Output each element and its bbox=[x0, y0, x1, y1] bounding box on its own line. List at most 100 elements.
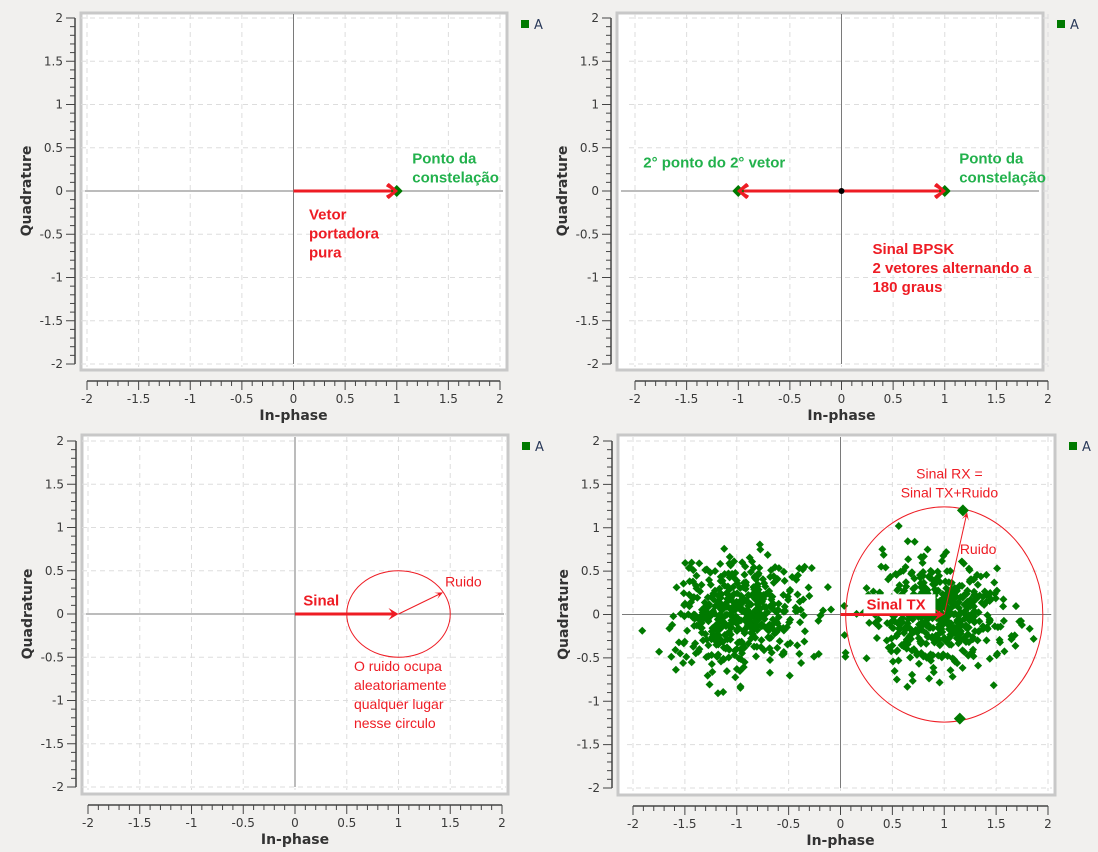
data-point bbox=[969, 645, 978, 654]
data-point bbox=[679, 589, 688, 598]
x-tick-label: 2 bbox=[498, 816, 506, 830]
data-point bbox=[894, 522, 903, 531]
data-point bbox=[921, 584, 930, 593]
x-tick-label: 1.5 bbox=[987, 817, 1006, 831]
data-point bbox=[740, 658, 749, 667]
data-point bbox=[749, 583, 758, 592]
legend: A bbox=[521, 18, 543, 33]
data-point bbox=[956, 593, 965, 602]
x-tick-label: -1 bbox=[186, 816, 198, 830]
data-point bbox=[795, 597, 804, 606]
data-point bbox=[965, 566, 974, 575]
legend-label: A bbox=[1070, 18, 1079, 33]
data-point bbox=[671, 665, 680, 674]
data-point bbox=[948, 672, 957, 681]
data-point bbox=[766, 572, 775, 581]
x-axis-title: In-phase bbox=[807, 408, 875, 424]
annotation: Sinal BPSK 2 vetores alternando a 180 grau… bbox=[872, 241, 1032, 296]
x-tick-label: -1.5 bbox=[127, 392, 150, 406]
data-point bbox=[732, 576, 741, 585]
data-point bbox=[955, 630, 964, 639]
y-tick-label: -1 bbox=[51, 271, 63, 285]
data-point bbox=[740, 627, 749, 636]
data-point bbox=[917, 648, 926, 657]
data-point bbox=[970, 627, 979, 636]
data-point bbox=[982, 636, 991, 645]
data-point bbox=[736, 597, 745, 606]
data-point bbox=[1029, 634, 1038, 643]
data-point bbox=[956, 608, 965, 617]
data-point bbox=[800, 637, 809, 646]
data-point bbox=[783, 592, 792, 601]
data-point bbox=[973, 570, 982, 579]
data-point bbox=[758, 597, 767, 606]
data-point bbox=[768, 604, 777, 613]
data-point bbox=[700, 598, 709, 607]
y-tick-label: 0.5 bbox=[45, 564, 64, 578]
data-points bbox=[638, 522, 1038, 698]
data-point bbox=[718, 622, 727, 631]
annotation-text: Ponto da bbox=[412, 150, 477, 167]
data-point bbox=[697, 628, 706, 637]
data-point bbox=[937, 557, 946, 566]
x-tick-label: -1.5 bbox=[128, 816, 151, 830]
data-point bbox=[706, 568, 715, 577]
data-point bbox=[974, 661, 983, 670]
data-point bbox=[800, 562, 809, 571]
data-point bbox=[761, 582, 770, 591]
data-point bbox=[713, 652, 722, 661]
data-point bbox=[874, 622, 883, 631]
y-axis: 2 1.5 1 0.5 0 -0.5 -1 -1.5 -2 bbox=[577, 434, 613, 795]
annotation-text: Sinal bbox=[303, 592, 339, 609]
data-point bbox=[887, 647, 896, 656]
data-point bbox=[973, 636, 982, 645]
data-point bbox=[753, 588, 762, 597]
data-point bbox=[709, 589, 718, 598]
data-point bbox=[731, 673, 740, 682]
data-point bbox=[793, 571, 802, 580]
data-point bbox=[990, 578, 999, 587]
data-point bbox=[699, 636, 708, 645]
x-axis: -2 -1.5 -1 -0.5 0 0.5 1 1.5 2 bbox=[81, 380, 504, 406]
data-point bbox=[741, 609, 750, 618]
legend-label: A bbox=[1082, 440, 1091, 455]
data-point bbox=[708, 667, 717, 676]
legend: A bbox=[522, 440, 544, 455]
data-point bbox=[730, 557, 739, 566]
data-point bbox=[680, 601, 689, 610]
data-point bbox=[689, 566, 698, 575]
data-point bbox=[958, 663, 967, 672]
data-point bbox=[701, 630, 710, 639]
data-point bbox=[772, 627, 781, 636]
data-point bbox=[720, 581, 729, 590]
constellation-panel-top-right: 2 1.5 1 0.5 0 -0.5 -1 -1.5 -2 Quadrature -2 -1.5 -1-… bbox=[549, 0, 1098, 426]
data-point bbox=[948, 627, 957, 636]
data-point bbox=[683, 626, 692, 635]
legend-label: A bbox=[534, 18, 543, 33]
y-tick-label: -0.5 bbox=[40, 227, 63, 241]
data-point bbox=[963, 630, 972, 639]
data-point bbox=[729, 583, 738, 592]
data-point bbox=[993, 623, 1002, 632]
annotation-text: Sinal BPSK bbox=[872, 241, 954, 258]
y-tick-label: -1 bbox=[588, 694, 600, 708]
data-point bbox=[715, 584, 724, 593]
y-axis-title: Quadrature bbox=[556, 569, 572, 660]
data-point bbox=[669, 612, 678, 621]
data-point bbox=[700, 614, 709, 623]
data-point bbox=[993, 564, 1002, 573]
data-point bbox=[936, 577, 945, 586]
x-tick-label: 1.5 bbox=[441, 816, 460, 830]
data-point bbox=[999, 595, 1008, 604]
data-point bbox=[765, 668, 774, 677]
data-point bbox=[722, 667, 731, 676]
data-point bbox=[974, 608, 983, 617]
data-point bbox=[779, 567, 788, 576]
data-point bbox=[685, 563, 694, 572]
data-point bbox=[750, 623, 759, 632]
x-tick-label: -0.5 bbox=[230, 392, 253, 406]
data-point bbox=[819, 606, 828, 615]
data-point bbox=[716, 593, 725, 602]
